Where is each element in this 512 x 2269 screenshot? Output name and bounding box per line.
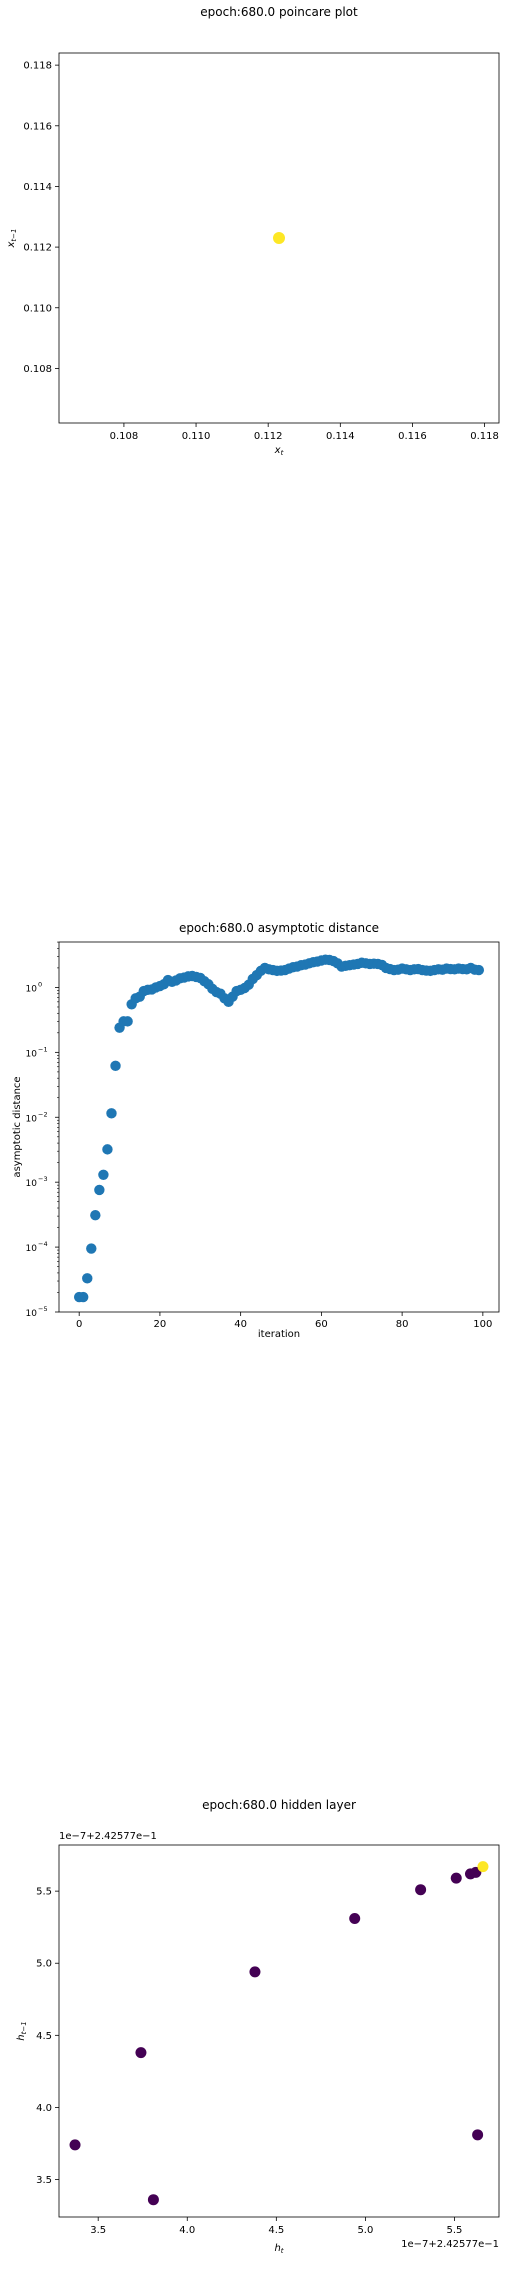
poincare-y-tick-label: 0.112 (23, 243, 52, 254)
asymptotic-points (74, 954, 484, 1302)
asymptotic-title: epoch:680.0 asymptotic distance (179, 921, 379, 935)
hidden-layer-point (349, 1913, 360, 1924)
poincare-points (273, 232, 285, 244)
hidden-layer-x-ticks: 3.5 4.0 4.5 5.0 5.5 (90, 2217, 462, 2236)
poincare-x-ticks: 0.108 0.110 0.112 0.114 0.116 0.118 (110, 423, 499, 442)
hidden-layer-point (135, 2047, 146, 2058)
hidden-layer-points (70, 1861, 489, 2205)
asymptotic-y-tick-exponent: −4 (38, 1240, 48, 1248)
asymptotic-x-tick-label: 60 (315, 1319, 328, 1330)
hidden-layer-x-tick-label: 4.0 (179, 2225, 195, 2236)
hidden-layer-y-offset: 1e−7+2.42577e−1 (59, 1831, 157, 1842)
poincare-x-tick-label: 0.112 (254, 431, 283, 442)
asymptotic-x-tick-label: 100 (473, 1319, 492, 1330)
asymptotic-point (474, 965, 484, 975)
poincare-y-ticks: 0.108 0.110 0.112 0.114 0.116 0.118 (23, 61, 59, 375)
hidden-layer-y-label: ht−1 (16, 2021, 28, 2040)
asymptotic-y-tick-exponent: 0 (38, 980, 42, 988)
asymptotic-point (102, 1144, 112, 1154)
asymptotic-y-tick-label: 10 (26, 1179, 38, 1189)
asymptotic-point (86, 1243, 96, 1253)
poincare-x-tick-label: 0.108 (110, 431, 139, 442)
poincare-point (273, 232, 285, 244)
poincare-y-tick-label: 0.110 (23, 303, 52, 314)
hidden-layer-chart: epoch:680.0 hidden layer 1e−7+2.42577e−1… (0, 1795, 512, 2265)
asymptotic-x-tick-label: 80 (396, 1319, 409, 1330)
hidden-layer-x-offset: 1e−7+2.42577e−1 (401, 2239, 499, 2250)
hidden-layer-plot-frame (59, 1845, 499, 2217)
hidden-layer-point (148, 2194, 159, 2205)
asymptotic-x-tick-label: 40 (234, 1319, 247, 1330)
hidden-layer-x-tick-label: 4.5 (268, 2225, 284, 2236)
asymptotic-point (94, 1185, 104, 1195)
asymptotic-distance-chart: epoch:680.0 asymptotic distance 0 20 40 60 8… (0, 915, 512, 1375)
hidden-layer-y-tick-label: 5.5 (36, 1887, 52, 1898)
asymptotic-point (98, 1170, 108, 1180)
asymptotic-point (78, 1292, 88, 1302)
poincare-x-tick-label: 0.114 (326, 431, 355, 442)
hidden-layer-point (415, 1884, 426, 1895)
poincare-y-tick-label: 0.114 (23, 182, 52, 193)
hidden-layer-title: epoch:680.0 hidden layer (202, 1798, 356, 1812)
asymptotic-y-tick-label: 10 (26, 1049, 38, 1059)
poincare-chart: epoch:680.0 poincare plot 0.108 0.110 0.11… (0, 0, 512, 470)
hidden-layer-y-tick-label: 4.5 (36, 2031, 52, 2042)
asymptotic-x-tick-label: 20 (154, 1319, 167, 1330)
asymptotic-point (106, 1108, 116, 1118)
asymptotic-plot-frame (59, 942, 499, 1312)
hidden-layer-x-tick-label: 3.5 (90, 2225, 106, 2236)
asymptotic-x-label: iteration (258, 1329, 300, 1340)
asymptotic-x-tick-label: 0 (76, 1319, 82, 1330)
asymptotic-x-ticks: 0 20 40 60 80 100 (76, 1312, 492, 1330)
asymptotic-y-tick-label: 10 (26, 984, 38, 994)
hidden-layer-point (472, 2129, 483, 2140)
hidden-layer-y-tick-label: 3.5 (36, 2175, 52, 2186)
asymptotic-y-tick-label: 10 (26, 1309, 38, 1319)
hidden-layer-x-label: ht (274, 2243, 283, 2255)
poincare-y-tick-label: 0.108 (23, 364, 52, 375)
poincare-y-label: xt−1 (6, 229, 18, 249)
hidden-layer-y-tick-label: 4.0 (36, 2103, 52, 2114)
asymptotic-y-tick-label: 10 (26, 1114, 38, 1124)
poincare-x-label: xt (274, 445, 284, 457)
asymptotic-y-label: asymptotic distance (12, 1076, 23, 1177)
asymptotic-point (90, 1210, 100, 1220)
asymptotic-point (122, 1016, 132, 1026)
asymptotic-y-tick-label: 10 (26, 1244, 38, 1254)
poincare-title: epoch:680.0 poincare plot (200, 5, 358, 19)
hidden-layer-y-tick-label: 5.0 (36, 1959, 52, 1970)
hidden-layer-point (70, 2139, 81, 2150)
poincare-y-tick-label: 0.118 (23, 61, 52, 72)
asymptotic-point (110, 1061, 120, 1071)
poincare-x-tick-label: 0.116 (398, 431, 427, 442)
hidden-layer-point (249, 1966, 260, 1977)
poincare-y-tick-label: 0.116 (23, 121, 52, 132)
hidden-layer-point (477, 1861, 488, 1872)
hidden-layer-point (451, 1873, 462, 1884)
asymptotic-y-tick-exponent: −1 (38, 1045, 48, 1053)
asymptotic-y-tick-exponent: −2 (38, 1110, 48, 1118)
hidden-layer-y-ticks: 3.5 4.0 4.5 5.0 5.5 (36, 1887, 59, 2186)
hidden-layer-x-tick-label: 5.5 (447, 2225, 463, 2236)
poincare-x-tick-label: 0.110 (182, 431, 211, 442)
asymptotic-y-tick-exponent: −3 (38, 1175, 48, 1183)
poincare-x-tick-label: 0.118 (470, 431, 499, 442)
asymptotic-y-tick-exponent: −5 (38, 1305, 48, 1313)
hidden-layer-x-tick-label: 5.0 (357, 2225, 373, 2236)
asymptotic-point (82, 1273, 92, 1283)
